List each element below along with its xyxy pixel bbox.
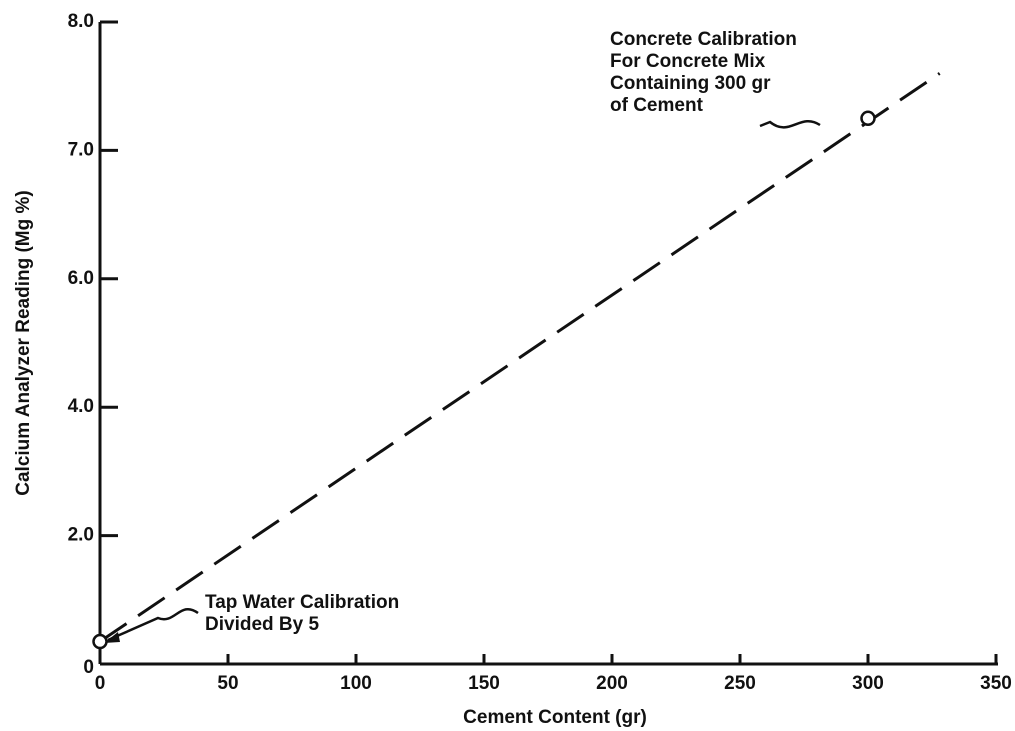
x-tick-label: 50 bbox=[217, 673, 238, 694]
annotation: For Concrete Mix bbox=[610, 51, 766, 72]
y-tick-label: 0 bbox=[83, 657, 94, 678]
y-axis-label: Calcium Analyzer Reading (Mg %) bbox=[13, 190, 34, 495]
annotation: Containing 300 gr bbox=[610, 73, 771, 94]
data-point bbox=[92, 633, 108, 650]
leader-arrow bbox=[759, 119, 821, 129]
x-tick-label: 0 bbox=[95, 673, 106, 694]
x-tick-label: 150 bbox=[468, 673, 500, 694]
fit-line bbox=[99, 72, 941, 643]
x-tick-label: 200 bbox=[596, 673, 628, 694]
x-tick-label: 250 bbox=[724, 673, 756, 694]
annotation: Concrete Calibration bbox=[610, 29, 797, 50]
data-point bbox=[860, 110, 876, 127]
arrow-head bbox=[104, 632, 120, 643]
x-tick-label: 350 bbox=[980, 673, 1012, 694]
annotation: of Cement bbox=[610, 95, 704, 116]
x-axis-label: Cement Content (gr) bbox=[463, 707, 647, 728]
y-tick-label: 6.0 bbox=[68, 268, 94, 289]
annotation: Divided By 5 bbox=[205, 614, 319, 635]
y-tick-label: 8.0 bbox=[68, 11, 94, 32]
annotation: Tap Water Calibration bbox=[205, 592, 399, 613]
leader-arrow bbox=[107, 607, 199, 642]
y-tick-label: 4.0 bbox=[68, 396, 94, 417]
x-tick-label: 100 bbox=[340, 673, 372, 694]
y-tick-label: 7.0 bbox=[68, 139, 94, 160]
y-tick-label: 2.0 bbox=[68, 525, 94, 546]
x-tick-label: 300 bbox=[852, 673, 884, 694]
